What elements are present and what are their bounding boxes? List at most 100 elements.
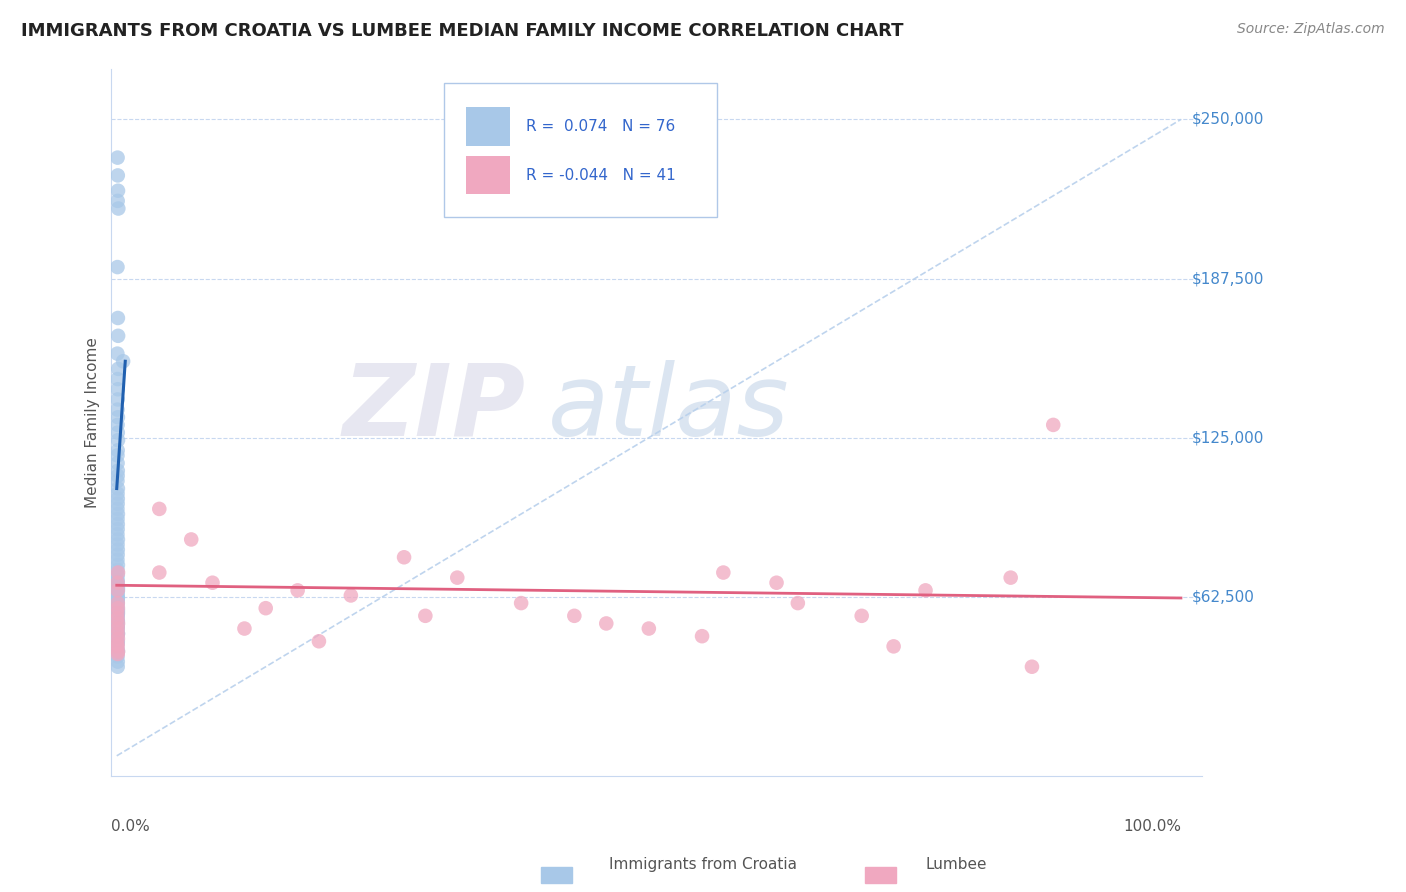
Point <box>107 596 129 610</box>
Point <box>107 629 129 643</box>
Point <box>107 328 129 343</box>
Point <box>107 593 129 607</box>
Point <box>107 626 129 640</box>
Text: 0.0%: 0.0% <box>111 819 150 834</box>
Point <box>254 601 277 615</box>
Point <box>107 608 129 623</box>
Point <box>107 644 129 658</box>
Point <box>107 616 129 631</box>
Point <box>107 362 129 376</box>
Point <box>340 589 363 603</box>
Point <box>107 568 129 582</box>
Point <box>107 449 129 463</box>
Point <box>107 626 129 640</box>
Point <box>637 622 659 636</box>
Point <box>595 616 617 631</box>
Point <box>107 392 129 407</box>
Point <box>107 542 129 557</box>
Text: ZIP: ZIP <box>343 359 526 457</box>
Point <box>107 640 129 654</box>
Point <box>107 581 129 595</box>
Text: $187,500: $187,500 <box>1192 271 1264 286</box>
Point <box>112 354 135 368</box>
Point <box>446 571 468 585</box>
Point <box>1042 417 1064 432</box>
Point <box>107 575 129 590</box>
Point <box>107 372 129 386</box>
Point <box>107 649 129 664</box>
Text: R = -0.044   N = 41: R = -0.044 N = 41 <box>526 168 676 183</box>
Point <box>107 604 129 618</box>
Point <box>107 382 129 396</box>
Point <box>107 507 129 521</box>
Point <box>765 575 787 590</box>
Point <box>107 647 129 661</box>
Point <box>1021 659 1043 673</box>
Point <box>107 433 129 447</box>
Point <box>107 622 129 636</box>
Point <box>107 169 129 183</box>
Point <box>107 591 129 605</box>
Point <box>107 637 129 651</box>
Point <box>415 608 437 623</box>
Point <box>107 202 129 216</box>
Point <box>107 464 129 478</box>
Text: atlas: atlas <box>548 359 789 457</box>
Point <box>107 402 129 417</box>
Point <box>287 583 309 598</box>
Point <box>148 502 170 516</box>
Point <box>107 410 129 425</box>
Point <box>107 184 129 198</box>
Point <box>148 566 170 580</box>
Point <box>107 632 129 646</box>
Point <box>711 566 734 580</box>
Point <box>107 522 129 536</box>
Point <box>107 310 129 325</box>
Point <box>107 659 129 673</box>
Point <box>107 474 129 488</box>
Text: $62,500: $62,500 <box>1192 590 1256 604</box>
Point <box>107 599 129 613</box>
Point <box>107 491 129 506</box>
Point <box>308 634 330 648</box>
Point <box>107 634 129 648</box>
Point <box>107 622 129 636</box>
Point <box>107 573 129 587</box>
Point <box>107 553 129 567</box>
Point <box>107 637 129 651</box>
Point <box>510 596 533 610</box>
Point <box>107 456 129 470</box>
Point <box>107 619 129 633</box>
Point <box>105 346 128 360</box>
FancyBboxPatch shape <box>465 107 509 146</box>
Text: $250,000: $250,000 <box>1192 112 1264 127</box>
Point <box>107 548 129 562</box>
Text: Source: ZipAtlas.com: Source: ZipAtlas.com <box>1237 22 1385 37</box>
Text: IMMIGRANTS FROM CROATIA VS LUMBEE MEDIAN FAMILY INCOME CORRELATION CHART: IMMIGRANTS FROM CROATIA VS LUMBEE MEDIAN… <box>21 22 904 40</box>
Point <box>107 583 129 598</box>
Point <box>107 578 129 592</box>
Point <box>690 629 713 643</box>
Point <box>107 641 129 656</box>
Point <box>883 640 905 654</box>
Text: Lumbee: Lumbee <box>925 857 987 872</box>
Point <box>107 575 129 590</box>
Point <box>562 608 585 623</box>
Y-axis label: Median Family Income: Median Family Income <box>86 337 100 508</box>
Point <box>107 644 129 658</box>
Point <box>107 626 129 640</box>
Point <box>107 443 129 458</box>
Text: R =  0.074   N = 76: R = 0.074 N = 76 <box>526 119 675 134</box>
Point <box>107 502 129 516</box>
Point <box>1000 571 1022 585</box>
Point <box>107 533 129 547</box>
Point <box>107 468 129 483</box>
Point <box>107 417 129 432</box>
Point <box>107 260 129 274</box>
Point <box>107 589 129 603</box>
Point <box>786 596 808 610</box>
Point <box>107 601 129 615</box>
Point <box>201 575 224 590</box>
Point <box>107 482 129 496</box>
Text: 100.0%: 100.0% <box>1123 819 1181 834</box>
